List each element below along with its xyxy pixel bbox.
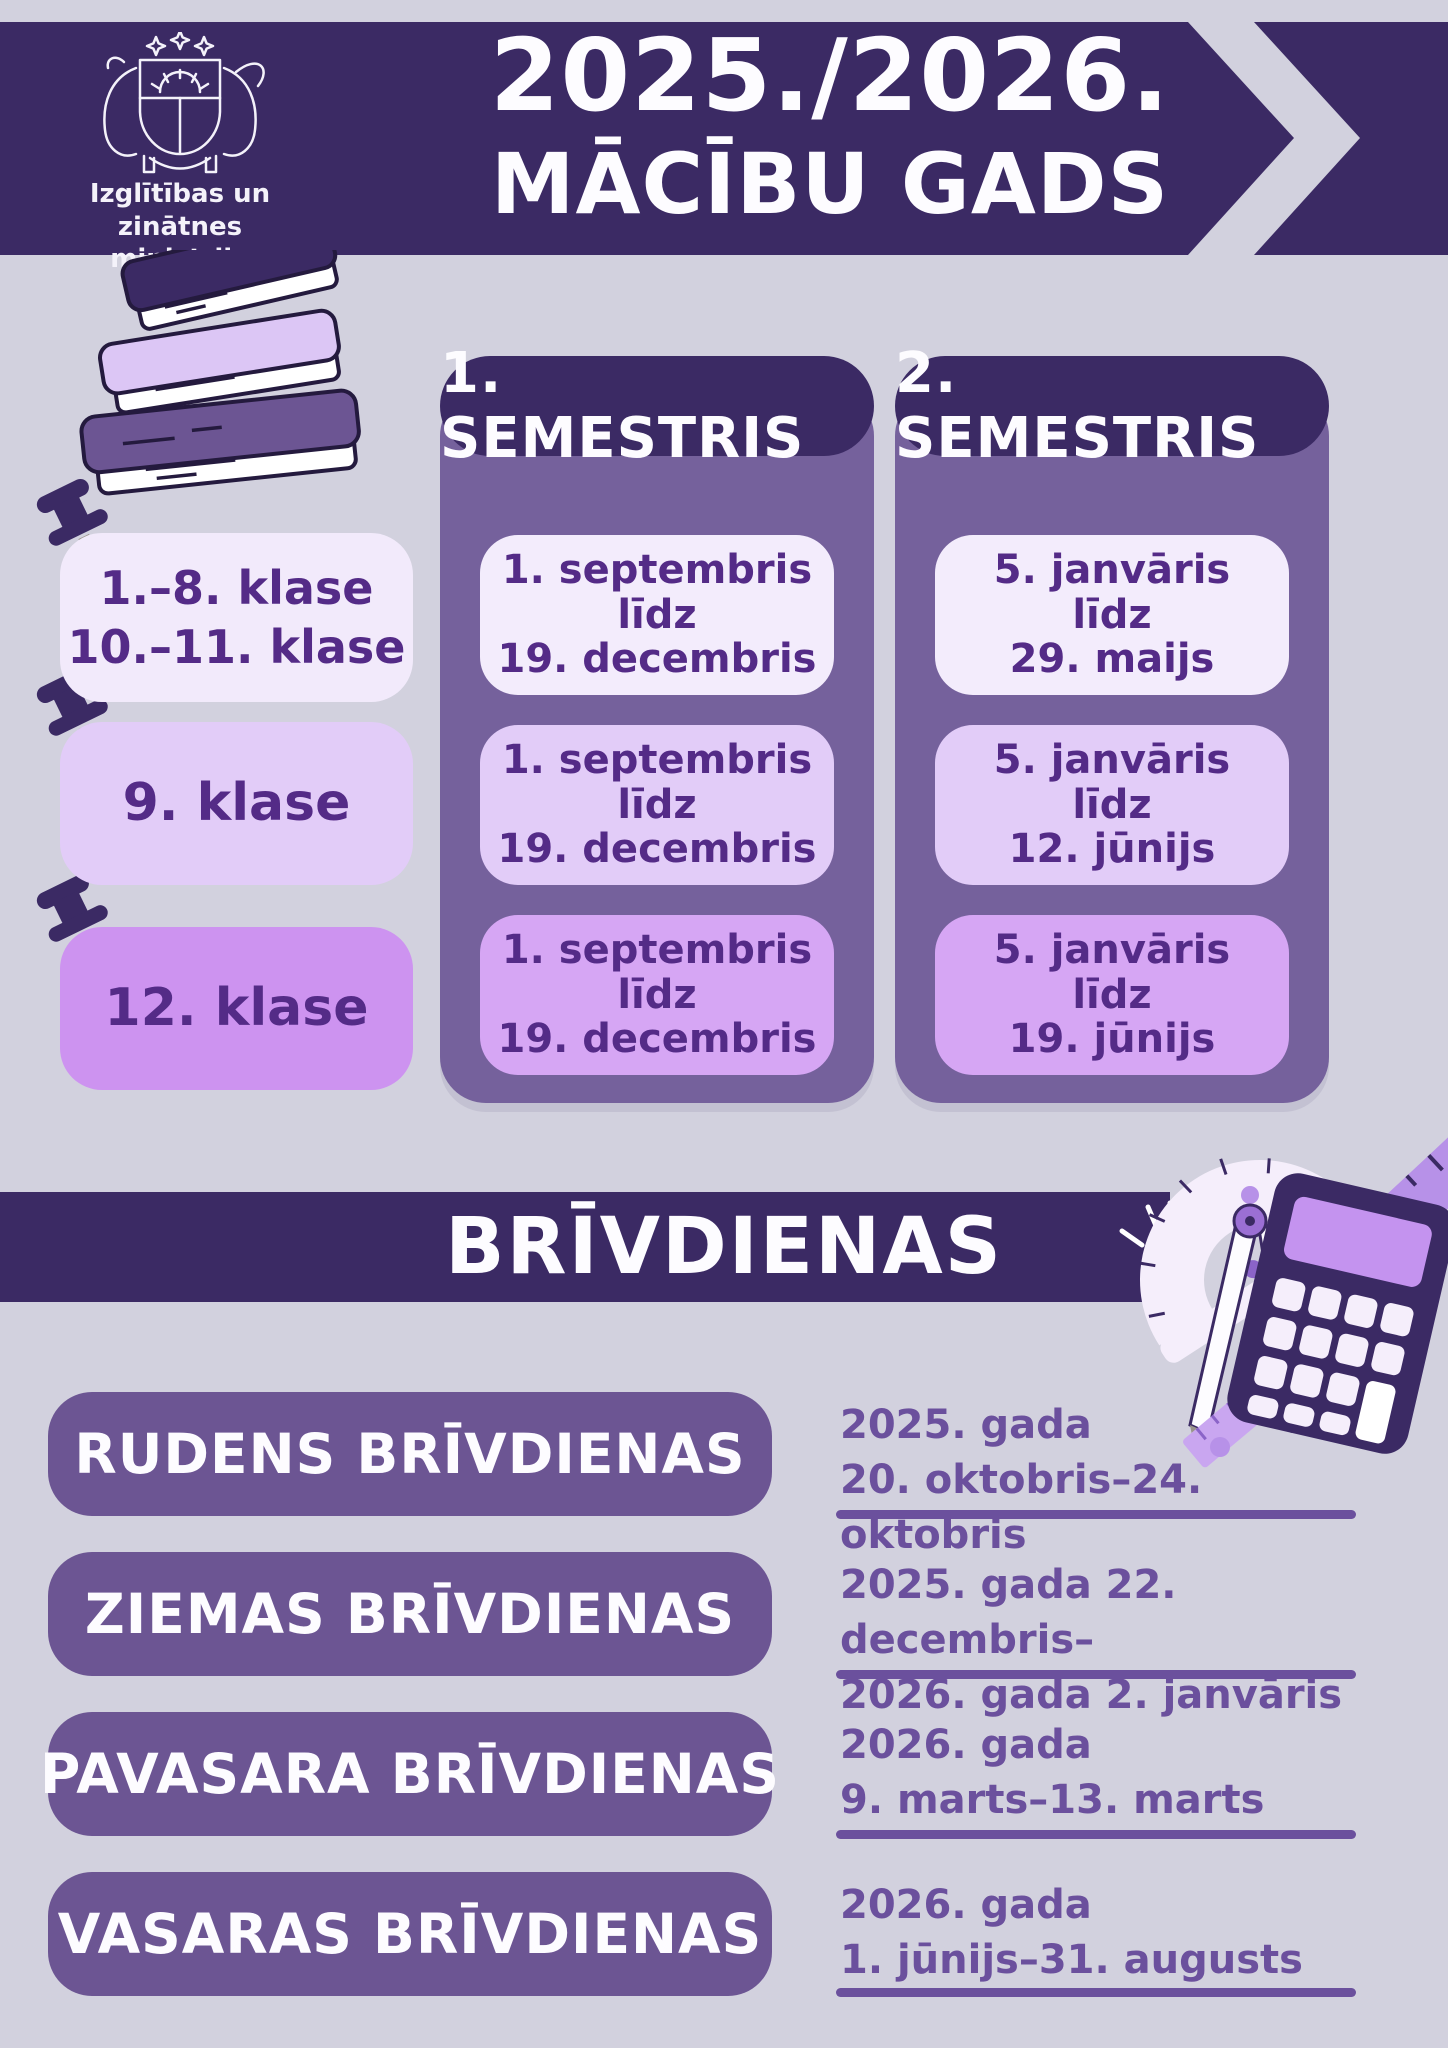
header-banner: Izglītības un zinātnes ministrija 2025./… [0, 17, 1448, 274]
holiday-date-line2: 9. marts–13. marts [840, 1777, 1265, 1824]
holiday-date-line1: 2026. gada [840, 1722, 1092, 1768]
holiday-dates: 2025. gada 20. oktobris–24. oktobris [840, 1398, 1380, 1564]
chevron-right-icon [1188, 22, 1360, 255]
class-group-line: 10.–11. klase [67, 619, 406, 674]
holiday-dates: 2025. gada 22. decembris– 2026. gada 2. … [840, 1558, 1380, 1724]
class-group-line: 12. klase [104, 978, 369, 1039]
date-to: 12. jūnijs [1008, 826, 1216, 873]
semester-1-dates-row1: 1. septembris līdz 19. decembris [480, 535, 834, 695]
holiday-date-line2: 1. jūnijs–31. augusts [840, 1937, 1303, 1984]
semester-1-dates-row3: 1. septembris līdz 19. decembris [480, 915, 834, 1075]
holiday-dates: 2026. gada 9. marts–13. marts [840, 1718, 1380, 1828]
ministry-logo: Izglītības un zinātnes ministrija [40, 22, 320, 274]
semester-1-header: 1. SEMESTRIS [440, 341, 874, 471]
ministry-coat-of-arms-icon [103, 32, 265, 174]
date-until-word: līdz [1072, 591, 1152, 638]
holiday-date-line2: 20. oktobris–24. oktobris [840, 1457, 1203, 1559]
date-to: 29. maijs [1009, 636, 1215, 683]
date-to: 19. jūnijs [1008, 1016, 1216, 1063]
holiday-date-line1: 2025. gada [840, 1402, 1092, 1448]
date-from: 5. janvāris [993, 546, 1231, 593]
semester-2-dates-row2: 5. janvāris līdz 12. jūnijs [935, 725, 1289, 885]
class-group-12: 12. klase [60, 927, 413, 1090]
class-group-line: 1.–8. klase [99, 560, 374, 615]
holiday-date-line2: 2026. gada 2. janvāris [840, 1672, 1343, 1719]
class-group-line: 9. klase [122, 773, 351, 834]
date-to: 19. decembris [497, 1016, 817, 1063]
date-until-word: līdz [617, 781, 697, 828]
class-group-1-8-10-11: 1.–8. klase 10.–11. klase [60, 533, 413, 702]
books-stack-illustration [79, 250, 361, 496]
holiday-label: RUDENS BRĪVDIENAS [48, 1392, 772, 1516]
date-from: 1. septembris [501, 926, 813, 973]
semester-2-dates-row1: 5. janvāris līdz 29. maijs [935, 535, 1289, 695]
holiday-date-line1: 2025. gada 22. decembris– [840, 1562, 1177, 1664]
date-to: 19. decembris [497, 636, 817, 683]
class-group-9: 9. klase [60, 722, 413, 885]
date-until-word: līdz [1072, 781, 1152, 828]
page-title-label: MĀCĪBU GADS [490, 135, 1170, 233]
date-underline [836, 1670, 1356, 1679]
semester-1-dates-row2: 1. septembris līdz 19. decembris [480, 725, 834, 885]
semester-2-dates-row3: 5. janvāris līdz 19. jūnijs [935, 915, 1289, 1075]
holiday-label: VASARAS BRĪVDIENAS [48, 1872, 772, 1996]
date-underline [836, 1988, 1356, 1997]
date-from: 1. septembris [501, 736, 813, 783]
holidays-section-title: BRĪVDIENAS [445, 1202, 1003, 1292]
date-until-word: līdz [617, 971, 697, 1018]
holiday-label: ZIEMAS BRĪVDIENAS [48, 1552, 772, 1676]
date-from: 5. janvāris [993, 926, 1231, 973]
holiday-label: PAVASARA BRĪVDIENAS [40, 1712, 779, 1836]
date-from: 5. janvāris [993, 736, 1231, 783]
ministry-name-line1: Izglītības un zinātnes [89, 179, 271, 242]
page-title-years: 2025./2026. [489, 17, 1171, 134]
date-underline [836, 1830, 1356, 1839]
date-from: 1. septembris [501, 546, 813, 593]
holiday-dates: 2026. gada 1. jūnijs–31. augusts [840, 1878, 1380, 1988]
date-underline [836, 1510, 1356, 1519]
math-tools-illustration [1119, 1095, 1448, 1468]
date-until-word: līdz [1072, 971, 1152, 1018]
pushpin-icon [36, 874, 108, 974]
date-until-word: līdz [617, 591, 697, 638]
holidays-section-band [0, 1192, 1170, 1302]
semester-2-header: 2. SEMESTRIS [895, 341, 1329, 471]
date-to: 19. decembris [497, 826, 817, 873]
holiday-date-line1: 2026. gada [840, 1882, 1092, 1928]
